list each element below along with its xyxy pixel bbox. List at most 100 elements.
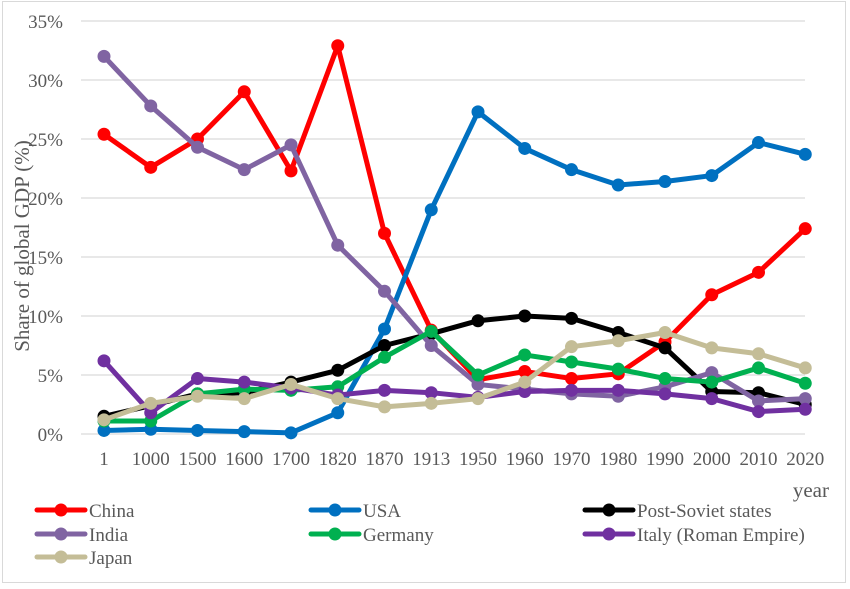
data-point (237, 425, 251, 439)
data-point (144, 396, 158, 410)
data-point (798, 222, 812, 236)
data-point (378, 284, 391, 298)
data-point (378, 339, 391, 352)
data-point (331, 406, 345, 420)
x-tick-label: 1 (99, 449, 109, 470)
series-usa (97, 105, 812, 440)
x-tick-label: 1960 (506, 449, 544, 470)
data-point (237, 392, 251, 406)
data-point (565, 311, 578, 325)
data-point (705, 375, 719, 389)
data-point (798, 361, 812, 375)
data-point (518, 348, 532, 362)
y-axis-ticks: 0% 5% 10% 15% 20% 25% 30% 35% (28, 12, 63, 446)
legend-item: India (34, 525, 129, 546)
legend-item: Japan (34, 548, 133, 569)
data-point (378, 383, 391, 397)
data-point (378, 226, 391, 240)
data-point (611, 334, 625, 348)
gridlines (81, 20, 805, 435)
data-point (97, 354, 111, 368)
x-tick-label: 1980 (599, 449, 637, 470)
legend-item: Germany (308, 525, 434, 546)
series-italy-roman-empire (97, 354, 812, 420)
data-point (471, 377, 485, 391)
y-axis-label: Share of global GDP (%) (10, 140, 34, 352)
data-point (284, 164, 298, 178)
data-point (752, 347, 765, 361)
data-point (378, 322, 391, 336)
legend-label: Italy (Roman Empire) (637, 525, 805, 546)
x-tick-label: 2020 (786, 449, 824, 470)
data-point (565, 355, 578, 369)
legend-label: USA (363, 501, 401, 522)
data-point (798, 402, 812, 416)
series-group (97, 39, 812, 440)
legend-item: USA (308, 501, 401, 522)
x-tick-label: 1870 (366, 449, 404, 470)
data-point (378, 350, 391, 364)
data-point (97, 127, 111, 141)
x-tick-label: 1700 (272, 449, 310, 470)
data-point (471, 105, 485, 119)
data-point (424, 386, 438, 400)
legend-label: Post-Soviet states (637, 501, 772, 522)
data-point (752, 265, 765, 279)
data-point (97, 49, 111, 63)
data-point (565, 163, 578, 177)
data-point (518, 309, 532, 323)
y-tick-label: 15% (28, 248, 63, 269)
legend-label: China (89, 501, 135, 522)
legend-marker (328, 527, 342, 541)
legend-label: Japan (89, 548, 133, 569)
legend-marker (54, 550, 68, 564)
data-point (424, 339, 438, 352)
series-line (102, 54, 806, 404)
data-point (705, 169, 719, 183)
legend-item: Italy (Roman Empire) (582, 525, 805, 546)
legend-marker (602, 503, 616, 517)
data-point (658, 174, 672, 188)
data-point (752, 405, 765, 419)
data-point (191, 423, 204, 437)
x-tick-label: 1950 (459, 449, 497, 470)
data-point (284, 426, 298, 440)
y-tick-label: 30% (28, 71, 63, 92)
data-point (471, 314, 485, 328)
legend-marker (602, 527, 616, 541)
x-tick-label: 2010 (740, 449, 778, 470)
y-tick-label: 10% (28, 307, 63, 328)
x-tick-label: 1600 (225, 449, 263, 470)
data-point (518, 364, 532, 378)
data-point (518, 385, 532, 399)
data-point (331, 392, 345, 406)
data-point (424, 203, 438, 217)
data-point (565, 340, 578, 354)
data-point (97, 413, 111, 427)
x-tick-label: 1990 (646, 449, 684, 470)
data-point (658, 372, 672, 386)
data-point (237, 163, 251, 177)
data-point (565, 383, 578, 397)
x-axis-label: year (793, 478, 829, 502)
data-point (658, 326, 672, 340)
legend-marker (54, 527, 68, 541)
x-tick-label: 1500 (179, 449, 217, 470)
data-point (424, 324, 438, 338)
data-point (471, 368, 485, 382)
series-line (103, 330, 806, 423)
series-line (102, 359, 806, 416)
data-point (97, 423, 111, 437)
data-point (611, 362, 625, 376)
data-point (752, 394, 765, 408)
x-tick-label: 1820 (319, 449, 357, 470)
legend-item: Post-Soviet states (582, 501, 772, 522)
data-point (191, 389, 204, 403)
legend-item: China (34, 501, 135, 522)
data-point (752, 361, 765, 375)
x-tick-label: 2000 (693, 449, 731, 470)
data-point (705, 288, 719, 302)
data-point (705, 392, 719, 406)
data-point (191, 372, 204, 386)
data-point (284, 377, 298, 391)
